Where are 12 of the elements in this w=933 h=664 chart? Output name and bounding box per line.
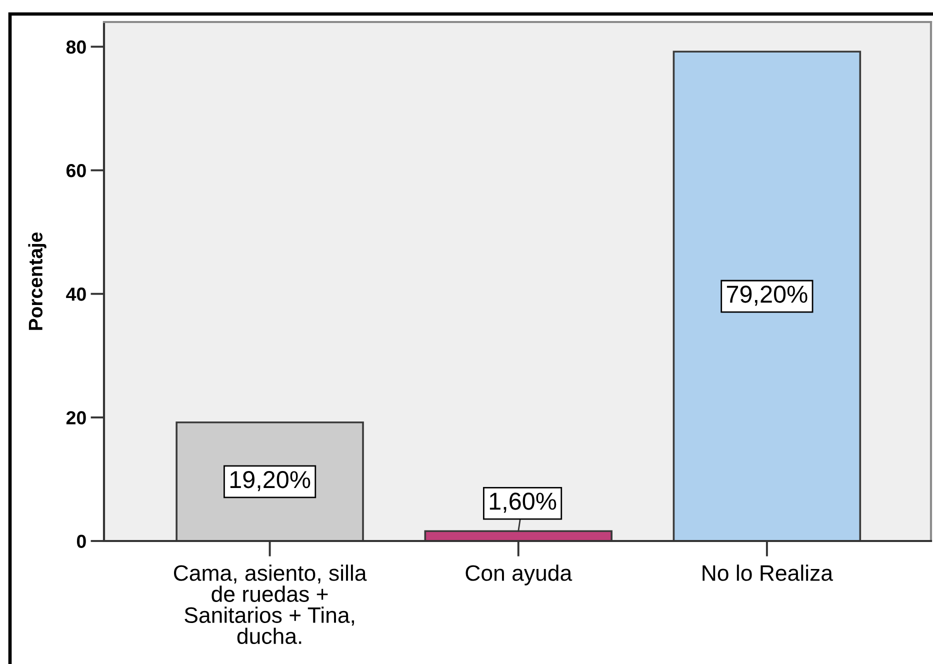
data-label: 1,60% (490, 492, 556, 513)
x-tick-label: Con ayuda (466, 564, 572, 586)
y-axis-title: Porcentaje (28, 232, 46, 330)
y-tick-label: 20 (66, 411, 86, 424)
data-label: 79,20% (726, 286, 808, 306)
y-tick-label: 60 (66, 164, 86, 178)
x-tick-label: No lo Realiza (702, 564, 834, 581)
y-tick-label: 80 (66, 40, 86, 54)
data-label: 19,20% (230, 471, 310, 492)
y-tick-label: 40 (66, 288, 86, 301)
y-tick-label: 0 (76, 534, 86, 548)
x-tick-label: Cama, asiento, silla de ruedas + Sanitarios + Tina, ducha. (174, 564, 367, 644)
